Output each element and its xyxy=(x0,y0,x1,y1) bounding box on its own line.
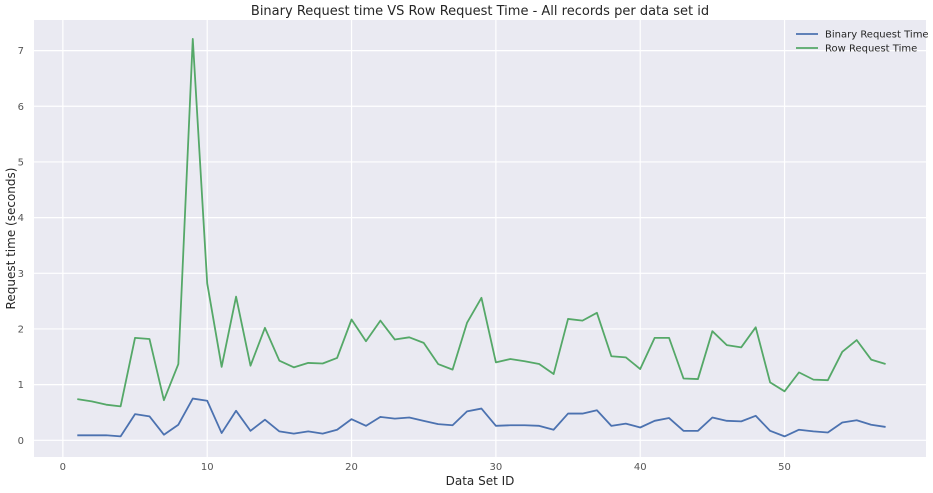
legend: Binary Request Time Row Request Time xyxy=(796,30,929,55)
series-line-1 xyxy=(77,397,886,438)
x-tick-label-40: 40 xyxy=(634,462,647,473)
chart-title: Binary Request time VS Row Request Time … xyxy=(251,4,709,19)
grid-lines xyxy=(34,20,926,457)
y-axis-label: Request time (seconds) xyxy=(4,168,18,310)
legend-label-2: Row Request Time xyxy=(825,44,917,55)
y-tick-label-4: 4 xyxy=(18,213,24,224)
x-tick-label-10: 10 xyxy=(201,462,214,473)
x-tick-label-0: 0 xyxy=(60,462,66,473)
y-tick-label-0: 0 xyxy=(18,436,24,447)
x-tick-label-50: 50 xyxy=(778,462,791,473)
y-tick-label-6: 6 xyxy=(18,102,24,113)
y-tick-label-1: 1 xyxy=(18,380,24,391)
series-layer xyxy=(77,38,886,438)
y-tick-label-3: 3 xyxy=(18,269,24,280)
series-line-2 xyxy=(77,38,886,408)
legend-label-1: Binary Request Time xyxy=(825,30,929,41)
x-tick-labels: 0 10 20 30 40 50 xyxy=(60,462,791,473)
y-tick-labels: 0 1 2 3 4 5 6 7 xyxy=(18,46,24,447)
y-tick-label-7: 7 xyxy=(18,46,24,57)
x-tick-label-30: 30 xyxy=(490,462,503,473)
x-tick-label-20: 20 xyxy=(345,462,358,473)
y-tick-label-2: 2 xyxy=(18,324,24,335)
y-tick-label-5: 5 xyxy=(18,157,24,168)
x-axis-label: Data Set ID xyxy=(446,474,515,488)
